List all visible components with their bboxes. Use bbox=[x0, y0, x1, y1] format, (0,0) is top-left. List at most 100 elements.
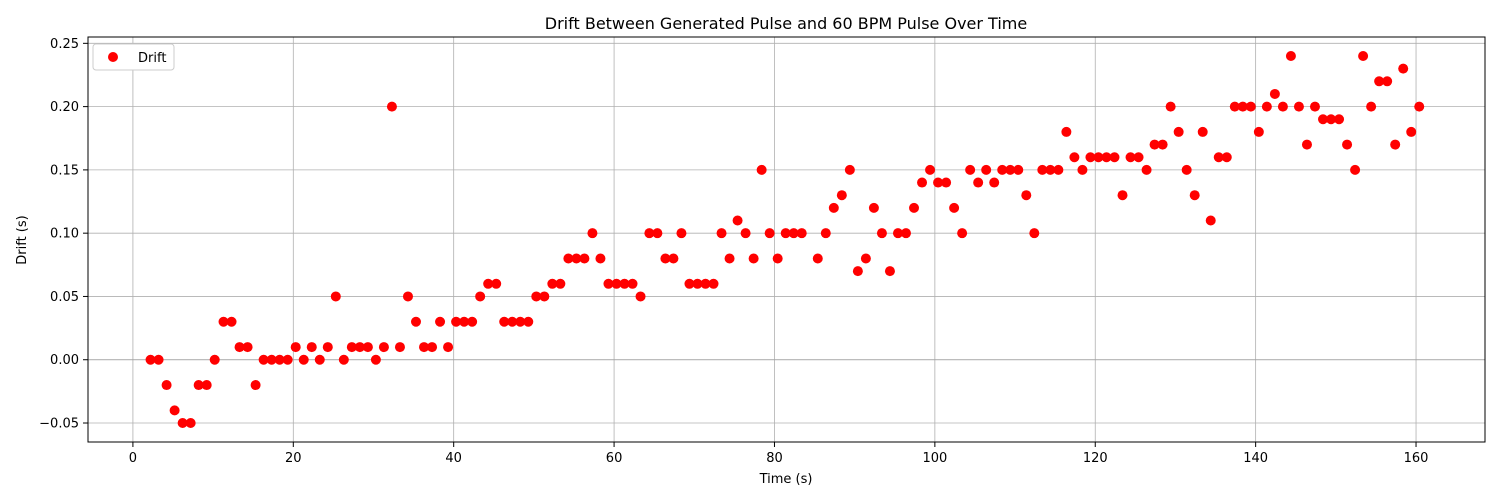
data-point bbox=[491, 278, 502, 289]
legend-box bbox=[92, 43, 175, 71]
data-point bbox=[941, 177, 952, 188]
data-point bbox=[1061, 126, 1072, 137]
data-point bbox=[1077, 164, 1088, 175]
data-point bbox=[1213, 152, 1224, 163]
data-point bbox=[563, 253, 574, 264]
data-point bbox=[298, 354, 309, 365]
data-point bbox=[860, 253, 871, 264]
data-point bbox=[1013, 164, 1024, 175]
x-tick-label: 40 bbox=[445, 451, 462, 466]
data-point bbox=[1165, 101, 1176, 112]
data-point bbox=[451, 316, 462, 327]
data-point bbox=[1414, 101, 1425, 112]
y-tick-label: 0.10 bbox=[50, 227, 79, 242]
data-point bbox=[1293, 101, 1304, 112]
data-point bbox=[1269, 88, 1280, 99]
data-point bbox=[515, 316, 526, 327]
x-axis-label: Time (s) bbox=[759, 472, 813, 487]
data-point bbox=[1093, 152, 1104, 163]
data-point bbox=[250, 380, 261, 391]
data-point bbox=[459, 316, 470, 327]
data-point bbox=[965, 164, 976, 175]
data-point bbox=[764, 228, 775, 239]
data-point bbox=[1382, 76, 1393, 87]
legend-marker bbox=[108, 52, 118, 62]
data-point bbox=[242, 342, 253, 353]
data-point bbox=[571, 253, 582, 264]
data-point bbox=[274, 354, 285, 365]
data-point bbox=[386, 101, 397, 112]
data-point bbox=[1374, 76, 1385, 87]
data-point bbox=[185, 418, 196, 429]
data-point bbox=[900, 228, 911, 239]
data-point bbox=[1045, 164, 1056, 175]
data-point bbox=[684, 278, 695, 289]
data-point bbox=[892, 228, 903, 239]
data-point bbox=[844, 164, 855, 175]
data-point bbox=[603, 278, 614, 289]
data-point bbox=[884, 266, 895, 277]
data-point bbox=[852, 266, 863, 277]
data-point bbox=[177, 418, 188, 429]
data-point bbox=[724, 253, 735, 264]
data-point bbox=[394, 342, 405, 353]
data-point bbox=[925, 164, 936, 175]
data-point bbox=[611, 278, 622, 289]
data-point bbox=[499, 316, 510, 327]
data-point bbox=[1366, 101, 1377, 112]
data-point bbox=[876, 228, 887, 239]
data-point bbox=[820, 228, 831, 239]
data-point bbox=[161, 380, 172, 391]
data-point bbox=[748, 253, 759, 264]
data-point bbox=[933, 177, 944, 188]
chart-title: Drift Between Generated Pulse and 60 BPM… bbox=[545, 14, 1027, 33]
data-point bbox=[997, 164, 1008, 175]
data-point bbox=[1301, 139, 1312, 150]
data-point bbox=[949, 202, 960, 213]
data-point bbox=[1117, 190, 1128, 201]
data-point bbox=[740, 228, 751, 239]
data-point bbox=[1021, 190, 1032, 201]
data-point bbox=[619, 278, 630, 289]
data-point bbox=[362, 342, 373, 353]
x-tick-label: 100 bbox=[922, 451, 947, 466]
x-tick-label: 20 bbox=[285, 451, 302, 466]
data-point bbox=[917, 177, 928, 188]
data-point bbox=[1398, 63, 1409, 74]
x-tick-label: 120 bbox=[1083, 451, 1108, 466]
data-point bbox=[330, 291, 341, 302]
data-point bbox=[266, 354, 277, 365]
data-point bbox=[201, 380, 212, 391]
x-tick-label: 60 bbox=[606, 451, 623, 466]
data-point bbox=[314, 354, 325, 365]
data-point bbox=[1189, 190, 1200, 201]
data-point bbox=[419, 342, 430, 353]
plot-frame bbox=[87, 36, 1486, 443]
data-point bbox=[1029, 228, 1040, 239]
data-point bbox=[370, 354, 381, 365]
data-point bbox=[716, 228, 727, 239]
data-point bbox=[475, 291, 486, 302]
data-point bbox=[218, 316, 229, 327]
data-point bbox=[1326, 114, 1337, 125]
data-point bbox=[547, 278, 558, 289]
data-point bbox=[402, 291, 413, 302]
data-point bbox=[282, 354, 293, 365]
data-point bbox=[708, 278, 719, 289]
data-point bbox=[1318, 114, 1329, 125]
data-point bbox=[1181, 164, 1192, 175]
data-point bbox=[1261, 101, 1272, 112]
y-tick-label: −0.05 bbox=[39, 417, 79, 432]
data-point bbox=[153, 354, 164, 365]
data-point bbox=[780, 228, 791, 239]
data-point bbox=[627, 278, 638, 289]
drift-points bbox=[145, 50, 1425, 429]
data-point bbox=[732, 215, 743, 226]
data-point bbox=[973, 177, 984, 188]
data-point bbox=[812, 253, 823, 264]
y-tick-label: 0.00 bbox=[50, 353, 79, 368]
data-point bbox=[378, 342, 389, 353]
data-point bbox=[1197, 126, 1208, 137]
data-point bbox=[1101, 152, 1112, 163]
